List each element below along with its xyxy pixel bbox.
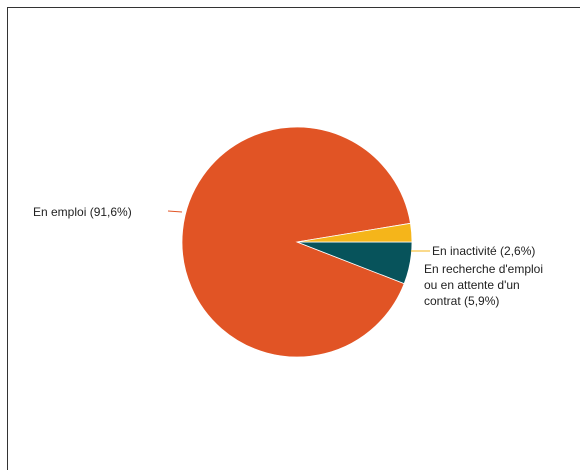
label-en-recherche: En recherche d'emploi ou en attente d'un c… <box>424 262 543 308</box>
label-line: En recherche d'emploi <box>424 262 543 276</box>
leader-line <box>167 210 183 213</box>
label-line: ou en attente d'un <box>424 278 520 292</box>
pie-slices <box>181 126 413 358</box>
slice-en-inactivite <box>296 222 413 243</box>
leader-lines <box>167 210 430 252</box>
slice-en-emploi <box>181 126 411 358</box>
slice-labels: En emploi (91,6%) En recherche d'emploi ou… <box>33 205 543 308</box>
label-line: En inactivité (2,6%) <box>432 244 535 258</box>
label-en-emploi: En emploi (91,6%) <box>33 205 132 219</box>
label-line: En emploi (91,6%) <box>33 205 132 219</box>
label-line: contrat (5,9%) <box>424 294 499 308</box>
label-en-inactivite: En inactivité (2,6%) <box>432 244 535 258</box>
